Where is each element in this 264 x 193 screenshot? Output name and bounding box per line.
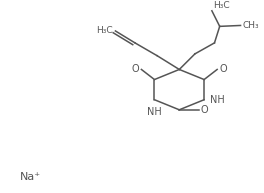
Text: CH₃: CH₃ [243,21,259,30]
Text: O: O [201,105,209,115]
Text: Na⁺: Na⁺ [20,172,41,182]
Text: H₃C: H₃C [96,26,113,36]
Text: NH: NH [210,95,225,105]
Text: NH: NH [147,107,162,117]
Text: H₃C: H₃C [213,1,230,10]
Text: O: O [132,64,139,74]
Text: O: O [219,64,227,74]
